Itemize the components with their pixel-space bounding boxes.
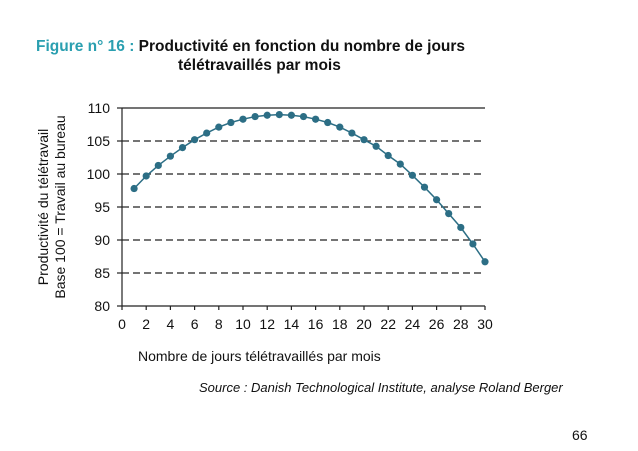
y-tick-label-85: 85 xyxy=(94,265,110,281)
data-point xyxy=(154,161,162,170)
data-point xyxy=(420,183,429,191)
data-point xyxy=(166,152,174,160)
x-tick-label-18: 18 xyxy=(332,316,348,332)
data-point xyxy=(336,123,344,131)
gridlines xyxy=(122,140,485,274)
data-point xyxy=(372,142,380,150)
data-point xyxy=(384,151,392,160)
x-axis-label: Nombre de jours télétravaillés par mois xyxy=(138,348,381,364)
data-point xyxy=(275,111,283,119)
y-axis-label-line-1: Productivité du télétravail xyxy=(35,129,51,285)
y-tick-label-95: 95 xyxy=(94,199,110,215)
page-number: 66 xyxy=(572,427,588,443)
y-tick-label-105: 105 xyxy=(87,133,111,149)
x-tick-label-28: 28 xyxy=(453,316,469,332)
x-tick-label-26: 26 xyxy=(429,316,445,332)
data-point xyxy=(227,118,235,127)
x-tick-label-12: 12 xyxy=(259,316,275,332)
data-point xyxy=(239,115,247,123)
data-point xyxy=(299,112,308,121)
data-point xyxy=(481,258,489,266)
data-point xyxy=(312,115,320,123)
x-tick-label-14: 14 xyxy=(284,316,300,332)
x-tick-label-2: 2 xyxy=(142,316,150,332)
data-point xyxy=(251,112,259,121)
x-tick-label-0: 0 xyxy=(118,316,126,332)
source-note: Source : Danish Technological Institute,… xyxy=(199,380,563,395)
x-tick-label-30: 30 xyxy=(477,316,493,332)
data-point xyxy=(142,172,150,180)
x-tick-label-6: 6 xyxy=(191,316,199,332)
data-point xyxy=(348,129,356,137)
x-tick-label-16: 16 xyxy=(308,316,324,332)
data-point xyxy=(469,240,477,248)
x-tick-label-8: 8 xyxy=(215,316,223,332)
figure-title-line-1: Figure n° 16 : Productivité en fonction … xyxy=(36,38,465,56)
data-point xyxy=(191,136,199,144)
x-tick-label-24: 24 xyxy=(405,316,421,332)
y-tick-labels: 80 85 90 95 100 105 110 xyxy=(87,100,111,314)
x-tick-label-22: 22 xyxy=(380,316,396,332)
data-point xyxy=(215,123,223,131)
x-tick-label-20: 20 xyxy=(356,316,372,332)
data-point xyxy=(203,129,211,137)
figure-number: Figure n° 16 : xyxy=(36,38,135,55)
data-point xyxy=(360,136,368,144)
axes xyxy=(117,107,486,310)
data-points xyxy=(130,111,489,266)
y-axis-label-line-2: Base 100 = Travail au bureau xyxy=(52,115,68,298)
data-point xyxy=(445,210,453,218)
y-tick-label-80: 80 xyxy=(94,298,110,314)
figure-title-line-2: télétravaillés par mois xyxy=(178,57,341,74)
data-point xyxy=(287,111,295,119)
data-point xyxy=(457,223,465,232)
x-tick-label-10: 10 xyxy=(235,316,251,332)
data-point xyxy=(263,111,271,119)
y-tick-label-90: 90 xyxy=(94,232,110,248)
y-tick-label-100: 100 xyxy=(87,166,111,182)
data-point xyxy=(408,171,416,179)
data-point xyxy=(324,118,332,127)
figure-title-text-1: Productivité en fonction du nombre de jo… xyxy=(138,38,466,55)
data-point xyxy=(178,144,187,152)
x-tick-label-4: 4 xyxy=(167,316,175,332)
x-tick-labels: 0 2 4 6 8 10 12 14 16 18 20 22 24 26 28 30 xyxy=(118,316,493,332)
y-tick-label-110: 110 xyxy=(88,100,111,116)
data-point xyxy=(396,160,404,168)
data-point xyxy=(130,184,138,193)
data-point xyxy=(433,196,441,204)
